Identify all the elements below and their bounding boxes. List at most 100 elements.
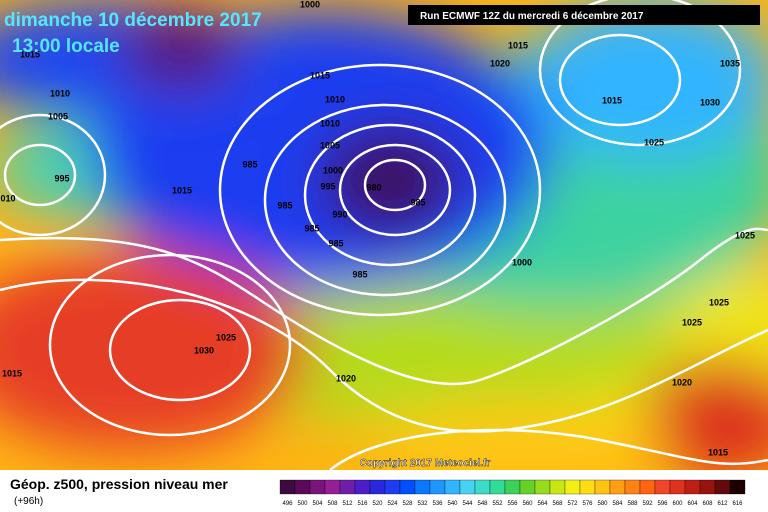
date-title: dimanche 10 décembre 2017	[4, 10, 262, 31]
isobar-label: 1025	[735, 230, 755, 240]
scale-swatch	[639, 479, 656, 495]
isobar-label: 980	[366, 182, 381, 192]
isobar-label: 985	[410, 197, 425, 207]
scale-label: 608	[702, 501, 713, 507]
scale-swatch	[459, 479, 476, 495]
scale-swatch	[579, 479, 596, 495]
scale-label: 540	[447, 501, 458, 507]
scale-label: 576	[582, 501, 593, 507]
scale-label: 564	[537, 501, 548, 507]
scale-swatch	[369, 479, 386, 495]
isobar-label: 1025	[682, 317, 702, 327]
scale-swatch	[354, 479, 371, 495]
scale-swatch	[399, 479, 416, 495]
scale-label: 592	[642, 501, 653, 507]
isobar-label: 1020	[490, 58, 510, 68]
scale-swatch	[279, 479, 296, 495]
scale-label: 496	[282, 501, 293, 507]
scale-label: 552	[492, 501, 503, 507]
isobar-label: 1025	[644, 137, 664, 147]
scale-label: 528	[402, 501, 413, 507]
isobar-label: 1030	[194, 345, 214, 355]
isobar-label: 1005	[48, 111, 68, 121]
legend-lead: (+96h)	[14, 496, 43, 507]
scale-swatch	[504, 479, 521, 495]
scale-label: 520	[372, 501, 383, 507]
isobar-label: 1015	[20, 49, 40, 59]
isobar-label: 1020	[336, 373, 356, 383]
scale-label: 596	[657, 501, 668, 507]
scale-label: 548	[477, 501, 488, 507]
scale-label: 500	[297, 501, 308, 507]
isobar-label: 1025	[216, 332, 236, 342]
isobar-label: 1035	[720, 58, 740, 68]
scale-swatch	[489, 479, 506, 495]
isobar-label: 995	[320, 181, 335, 191]
isobar-label: 990	[332, 209, 347, 219]
isobar-label: 1000	[323, 165, 343, 175]
isobar-label: 1015	[172, 185, 192, 195]
isobar-label: 1015	[708, 447, 728, 457]
scale-label: 532	[417, 501, 428, 507]
time-title: 13:00 locale	[12, 36, 120, 57]
scale-swatch	[429, 479, 446, 495]
isobar-label: 1010	[50, 88, 70, 98]
scale-swatch	[699, 479, 716, 495]
scale-swatch	[324, 479, 341, 495]
isobar-label: 1010	[320, 118, 340, 128]
copyright: Copyright 2017 Meteociel.fr	[360, 458, 491, 469]
isobar-label: 1015	[2, 368, 22, 378]
isobar-label: 1025	[709, 297, 729, 307]
scale-swatch	[294, 479, 311, 495]
isobar-label: 1020	[672, 377, 692, 387]
scale-label: 616	[732, 501, 743, 507]
scale-swatch	[684, 479, 701, 495]
scale-swatch	[309, 479, 326, 495]
scale-label: 604	[687, 501, 698, 507]
scale-swatch	[384, 479, 401, 495]
scale-label: 584	[612, 501, 623, 507]
isobar-label: 1000	[512, 257, 532, 267]
scale-swatch	[474, 479, 491, 495]
scale-swatch	[714, 479, 731, 495]
isobar-label: 1005	[320, 140, 340, 150]
scale-swatch	[594, 479, 611, 495]
scale-swatch	[339, 479, 356, 495]
scale-label: 612	[717, 501, 728, 507]
isobar-label: 985	[242, 159, 257, 169]
scale-swatch	[534, 479, 551, 495]
scale-swatch	[549, 479, 566, 495]
isobar-label: 010	[0, 193, 15, 203]
scale-swatch	[624, 479, 641, 495]
isobar-label: 985	[304, 223, 319, 233]
legend-title: Géop. z500, pression niveau mer	[10, 476, 228, 492]
isobar-label: 1010	[325, 94, 345, 104]
isobar-label: 995	[54, 173, 69, 183]
isobar-label: 1000	[300, 0, 320, 9]
isobar-label: 1015	[508, 40, 528, 50]
isobar-label: 985	[352, 269, 367, 279]
scale-label: 600	[672, 501, 683, 507]
scale-label: 588	[627, 501, 638, 507]
scale-swatch	[729, 479, 746, 495]
scale-label: 516	[357, 501, 368, 507]
isobar-label: 1030	[700, 97, 720, 107]
isobar-label: 985	[277, 200, 292, 210]
scale-swatch	[414, 479, 431, 495]
scale-label: 536	[432, 501, 443, 507]
scale-label: 560	[522, 501, 533, 507]
scale-swatch	[609, 479, 626, 495]
scale-swatch	[564, 479, 581, 495]
scale-label: 568	[552, 501, 563, 507]
isobar-label: 985	[328, 238, 343, 248]
scale-swatch	[654, 479, 671, 495]
scale-label: 572	[567, 501, 578, 507]
isobar-label: 1015	[602, 95, 622, 105]
scale-label: 504	[312, 501, 323, 507]
scale-swatch	[519, 479, 536, 495]
run-info: Run ECMWF 12Z du mercredi 6 décembre 201…	[420, 11, 644, 22]
scale-label: 580	[597, 501, 608, 507]
scale-label: 512	[342, 501, 353, 507]
